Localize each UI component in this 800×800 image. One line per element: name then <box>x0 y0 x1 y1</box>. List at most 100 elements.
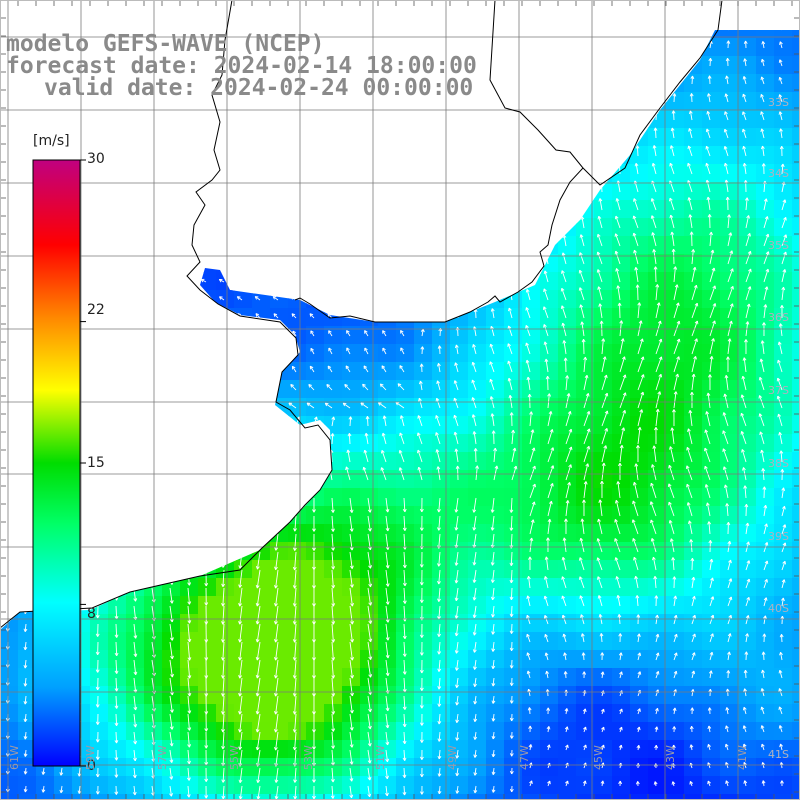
wind-arrow <box>601 76 606 85</box>
wind-speed-cell <box>558 380 577 399</box>
wind-speed-cell <box>162 290 181 309</box>
wind-speed-cell <box>0 722 19 741</box>
wind-speed-cell <box>720 128 739 147</box>
wind-speed-cell <box>216 398 235 417</box>
wind-arrow <box>363 365 369 373</box>
wind-speed-cell <box>774 452 793 471</box>
wind-arrow <box>420 42 424 49</box>
wind-speed-cell <box>126 470 145 489</box>
wind-speed-cell <box>648 758 667 777</box>
wind-speed-cell <box>468 416 487 435</box>
wind-arrow <box>673 58 678 67</box>
wind-speed-cell <box>774 182 793 201</box>
wind-speed-cell <box>144 110 163 129</box>
wind-speed-cell <box>342 128 361 147</box>
wind-speed-cell <box>666 38 685 57</box>
wind-arrow <box>637 30 641 31</box>
wind-arrow <box>561 270 567 283</box>
wind-speed-cell <box>360 650 379 669</box>
wind-arrow <box>20 98 27 103</box>
wind-arrow <box>687 428 693 445</box>
wind-speed-cell <box>594 182 613 201</box>
wind-speed-cell <box>720 362 739 381</box>
wind-speed-cell <box>144 632 163 651</box>
wind-speed-cell <box>54 110 73 129</box>
wind-speed-cell <box>468 30 487 39</box>
wind-speed-cell <box>252 254 271 273</box>
wind-arrow <box>673 41 678 49</box>
lat-label: 39S <box>768 530 789 543</box>
wind-speed-cell <box>270 650 289 669</box>
wind-speed-cell <box>234 794 253 800</box>
wind-speed-cell <box>792 290 800 309</box>
wind-speed-cell <box>594 740 613 759</box>
wind-speed-cell <box>612 74 631 93</box>
wind-arrow <box>182 278 189 283</box>
wind-speed-cell <box>540 182 559 201</box>
wind-arrow <box>131 454 135 463</box>
wind-speed-cell <box>594 650 613 669</box>
wind-arrow <box>490 515 495 531</box>
wind-arrow <box>419 515 424 531</box>
wind-speed-cell <box>396 578 415 597</box>
wind-speed-cell <box>522 254 541 273</box>
wind-arrow <box>437 497 441 513</box>
wind-arrow <box>349 587 354 607</box>
wind-arrow <box>619 356 626 373</box>
wind-arrow <box>509 42 513 49</box>
wind-arrow <box>131 471 136 481</box>
wind-speed-cell <box>666 146 685 165</box>
wind-speed-cell <box>162 686 181 705</box>
wind-arrow <box>672 576 677 589</box>
wind-speed-cell <box>270 596 289 615</box>
wind-speed-cell <box>774 416 793 435</box>
wind-arrow <box>22 168 27 175</box>
wind-arrow <box>436 380 441 391</box>
wind-arrow <box>344 278 351 283</box>
wind-arrow <box>439 274 444 283</box>
wind-arrow <box>601 58 606 67</box>
wind-speed-cell <box>792 362 800 381</box>
wind-arrow <box>277 433 283 445</box>
wind-speed-cell <box>90 110 109 129</box>
wind-arrow <box>724 375 729 391</box>
wind-speed-cell <box>378 470 397 489</box>
wind-speed-cell <box>594 200 613 219</box>
wind-arrow <box>583 374 589 391</box>
wind-arrow <box>204 533 209 549</box>
wind-speed-cell <box>756 362 775 381</box>
wind-speed-cell <box>306 740 325 759</box>
wind-speed-cell <box>756 164 775 183</box>
wind-arrow <box>292 569 297 589</box>
wind-arrow <box>273 365 279 373</box>
wind-arrow <box>760 145 765 157</box>
wind-speed-cell <box>522 704 541 723</box>
wind-arrow <box>761 163 766 175</box>
wind-speed-cell <box>18 704 37 723</box>
wind-arrow <box>509 95 514 103</box>
wind-speed-cell <box>234 452 253 471</box>
wind-arrow <box>614 519 621 535</box>
wind-speed-cell <box>774 218 793 237</box>
wind-arrow <box>380 449 387 463</box>
wind-speed-cell <box>360 488 379 507</box>
wind-arrow <box>578 287 585 301</box>
wind-speed-cell <box>612 650 631 669</box>
wind-speed-cell <box>198 380 217 399</box>
wind-arrow <box>454 497 459 513</box>
wind-arrow <box>778 323 783 337</box>
wind-arrow <box>616 285 621 301</box>
wind-arrow <box>291 151 297 157</box>
wind-arrow <box>596 233 603 247</box>
wind-speed-cell <box>432 308 451 327</box>
wind-arrow <box>634 162 639 175</box>
wind-speed-cell <box>504 794 523 800</box>
wind-speed-cell <box>396 596 415 615</box>
wind-speed-cell <box>612 362 631 381</box>
wind-speed-cell <box>144 146 163 165</box>
wind-arrow <box>202 168 207 175</box>
wind-arrow <box>529 465 536 481</box>
wind-speed-cell <box>576 704 595 723</box>
wind-arrow <box>23 551 28 560</box>
wind-speed-cell <box>486 308 505 327</box>
